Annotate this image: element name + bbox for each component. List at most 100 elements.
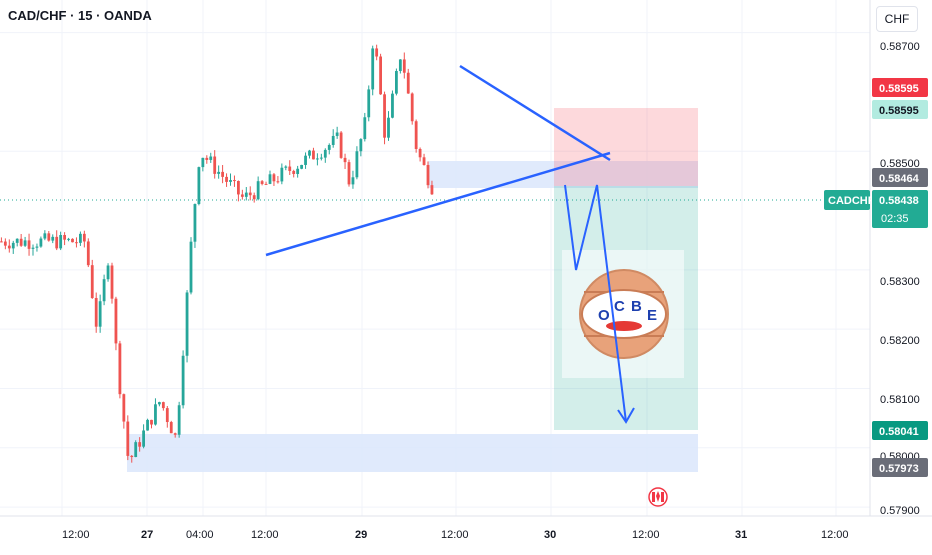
candle-body xyxy=(130,455,134,458)
candle-body xyxy=(387,117,390,138)
candle-body xyxy=(193,204,197,242)
candle-body xyxy=(213,156,217,174)
candle-body xyxy=(0,241,3,243)
candle-body xyxy=(19,238,23,246)
candle-body xyxy=(158,402,161,405)
candle-body xyxy=(197,167,201,205)
resistance-zone xyxy=(428,161,698,188)
ascending-trendline[interactable] xyxy=(265,151,611,257)
candle-body xyxy=(185,292,189,356)
candle-body xyxy=(300,164,303,169)
candle-body xyxy=(426,164,430,186)
candle-body xyxy=(327,144,331,150)
svg-text:0.58438: 0.58438 xyxy=(879,195,919,207)
svg-text:0.58041: 0.58041 xyxy=(879,426,919,438)
time-tick: 27 xyxy=(141,529,153,541)
candle-body xyxy=(284,166,288,168)
support-zone xyxy=(127,434,698,472)
candle-body xyxy=(367,89,371,118)
candle-body xyxy=(71,238,74,243)
candle-body xyxy=(418,148,422,158)
candle-body xyxy=(351,177,355,185)
watermark-letter-o: O xyxy=(598,307,610,324)
current-price-tag: 0.58438 02:35 xyxy=(872,190,928,228)
candle-body xyxy=(225,176,228,182)
descending-trendline[interactable] xyxy=(459,64,611,162)
candle-body xyxy=(134,442,138,458)
candle-body xyxy=(355,151,359,178)
candle-body xyxy=(296,168,300,174)
candle-body xyxy=(347,162,351,185)
candle-body xyxy=(335,132,339,136)
candle-body xyxy=(308,150,311,156)
candle-body xyxy=(82,233,86,242)
candle-body xyxy=(11,242,15,249)
time-tick: 12:00 xyxy=(251,529,279,541)
candle-body xyxy=(252,195,256,200)
candle-body xyxy=(146,419,149,431)
candle-body xyxy=(23,240,27,246)
ocbe-watermark: O C B E xyxy=(562,250,684,378)
candle-body xyxy=(94,297,98,327)
svg-text:02:35: 02:35 xyxy=(881,213,909,225)
entry-tag: 0.58595 xyxy=(872,100,928,119)
candle-body xyxy=(229,180,232,182)
candle-body xyxy=(165,408,169,423)
time-tick: 12:00 xyxy=(441,529,469,541)
symbol-title[interactable]: CAD/CHF · 15 · OANDA xyxy=(8,8,152,23)
candle-body xyxy=(217,171,221,174)
candle-body xyxy=(142,430,145,447)
svg-text:0.58464: 0.58464 xyxy=(879,173,920,185)
candle-body xyxy=(256,181,260,200)
time-tick: 30 xyxy=(544,529,556,541)
candle-body xyxy=(363,117,367,140)
stop-loss-tag: 0.58595 xyxy=(872,78,928,97)
candle-body xyxy=(27,240,31,249)
candle-body xyxy=(233,180,236,182)
candle-body xyxy=(154,404,157,425)
candle-body xyxy=(31,247,35,249)
candle-body xyxy=(15,238,19,243)
symbol-tag: CADCHF xyxy=(824,190,875,210)
svg-text:0.57973: 0.57973 xyxy=(879,463,919,475)
candle-body xyxy=(177,405,181,435)
candle-body xyxy=(181,355,185,406)
candle-body xyxy=(264,183,268,185)
candle-body xyxy=(402,59,406,73)
candle-body xyxy=(312,150,315,160)
candle-body xyxy=(59,235,63,249)
candle-body xyxy=(248,192,252,196)
candle-body xyxy=(189,241,193,293)
candle-body xyxy=(98,301,102,327)
canada-flag-icon[interactable] xyxy=(648,487,668,507)
candle-body xyxy=(79,233,82,243)
candle-body xyxy=(383,94,386,138)
candle-body xyxy=(39,238,43,247)
price-tick: 0.58700 xyxy=(880,41,920,53)
candle-body xyxy=(398,59,402,71)
price-tick: 0.58300 xyxy=(880,276,920,288)
candle-body xyxy=(47,233,51,241)
candle-body xyxy=(406,72,410,94)
watermark-letter-b: B xyxy=(631,298,642,315)
currency-button[interactable]: CHF xyxy=(876,6,918,32)
candle-body xyxy=(414,121,418,149)
candle-body xyxy=(331,135,335,145)
svg-text:CADCHF: CADCHF xyxy=(828,195,875,207)
time-tick: 12:00 xyxy=(62,529,90,541)
candle-body xyxy=(371,48,375,90)
svg-text:0.58595: 0.58595 xyxy=(879,83,919,95)
time-tick: 29 xyxy=(355,529,367,541)
candle-body xyxy=(122,394,126,422)
candle-body xyxy=(395,70,398,94)
candle-body xyxy=(237,180,240,195)
candle-body xyxy=(319,157,323,159)
candle-body xyxy=(114,298,118,344)
price-tick: 0.58100 xyxy=(880,394,920,406)
plot-area[interactable] xyxy=(0,0,870,516)
candle-body xyxy=(63,235,66,240)
candle-body xyxy=(268,174,272,184)
price-tick: 0.57900 xyxy=(880,505,920,517)
